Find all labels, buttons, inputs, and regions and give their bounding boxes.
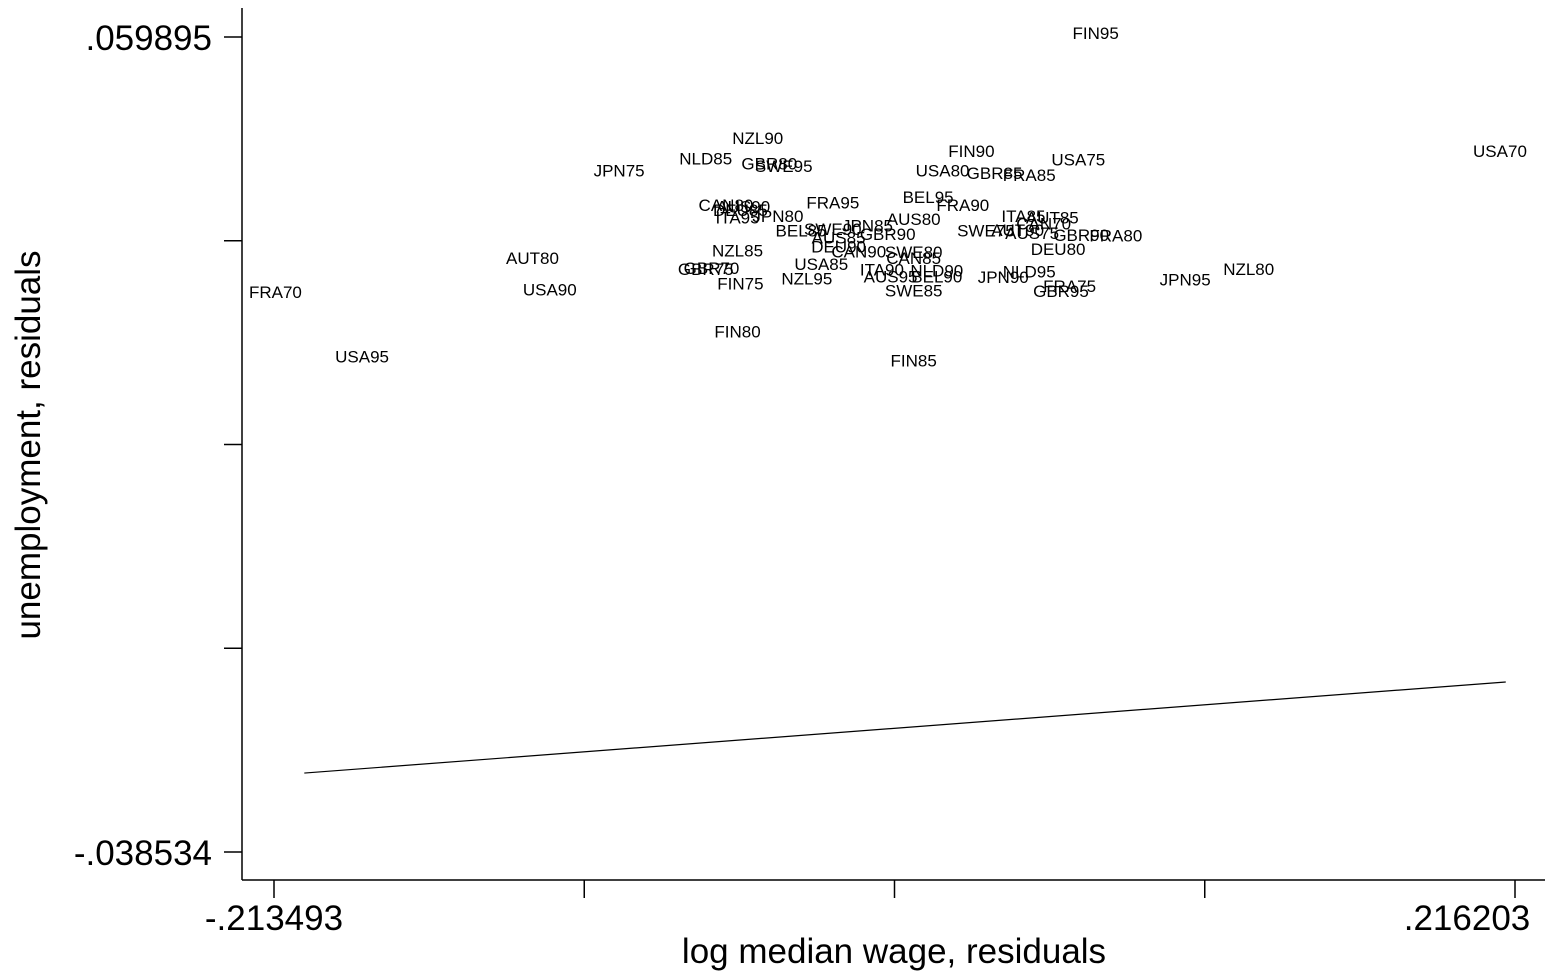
point-label: NZL80 <box>1223 260 1274 279</box>
point-label: GBR70 <box>684 259 740 278</box>
fit-line <box>304 681 1506 774</box>
point-label: NLD85 <box>679 150 732 169</box>
x-axis: -.213493 .216203 <box>205 879 1545 938</box>
point-label: GBR90 <box>1053 226 1109 245</box>
point-label: JPN75 <box>594 161 645 180</box>
point-label: JPN80 <box>752 207 803 226</box>
point-label: GBR95 <box>1033 282 1089 301</box>
point-label: FIN75 <box>717 275 763 294</box>
point-label: AUT85 <box>1026 208 1079 227</box>
point-label: AUS75 <box>1005 224 1059 243</box>
point-label: FRA80 <box>1089 227 1142 246</box>
point-label: NLD95 <box>1003 262 1056 281</box>
point-label: FIN85 <box>891 352 937 371</box>
point-label: FIN80 <box>714 323 760 342</box>
point-label: CAN70 <box>1016 214 1071 233</box>
x-tick-label-max: .216203 <box>1404 899 1531 938</box>
point-label: USA95 <box>335 348 389 367</box>
point-label: SWE95 <box>755 157 813 176</box>
point-label: FIN95 <box>1072 24 1118 43</box>
point-label: JPN95 <box>1160 271 1211 290</box>
point-label: NZL85 <box>712 242 763 261</box>
fit-line-group <box>304 681 1506 774</box>
axis-titles: log median wage, residuals unemployment, … <box>9 250 1106 971</box>
point-label: SWE85 <box>885 281 943 300</box>
point-label: AUS80 <box>887 210 941 229</box>
point-label: AUT90 <box>991 221 1044 240</box>
x-tick-label-min: -.213493 <box>205 899 343 938</box>
point-label: USA85 <box>794 255 848 274</box>
point-label: FRA75 <box>1043 277 1096 296</box>
point-label: BEL95 <box>903 188 954 207</box>
point-label: DEU80 <box>1031 240 1086 259</box>
point-label: NZL90 <box>732 129 783 148</box>
point-label: NZL95 <box>781 270 832 289</box>
y-axis-title: unemployment, residuals <box>9 250 48 639</box>
point-label: FRA95 <box>806 194 859 213</box>
x-axis-title: log median wage, residuals <box>682 932 1106 971</box>
point-label: USA75 <box>1051 151 1105 170</box>
point-label: FRA85 <box>1003 166 1056 185</box>
point-label: GBR90 <box>860 225 916 244</box>
point-label: FIN90 <box>948 142 994 161</box>
point-label: CAN80 <box>699 196 754 215</box>
point-label: ITA85 <box>1001 207 1045 226</box>
point-label: ITA90 <box>860 261 904 280</box>
point-label: JPN90 <box>978 268 1029 287</box>
point-label: USA90 <box>523 281 577 300</box>
point-label: BEL85 <box>776 222 827 241</box>
point-label: SWE75 <box>957 222 1015 241</box>
y-tick-label-min: -.038534 <box>74 834 212 873</box>
point-label: DEU85 <box>713 201 768 220</box>
y-tick-label-max: .059895 <box>85 19 212 58</box>
point-label: DEU90 <box>811 237 866 256</box>
point-label: AUT80 <box>506 249 559 268</box>
point-label: SWE80 <box>885 243 943 262</box>
point-label: CAN90 <box>831 242 886 261</box>
point-label: GBR85 <box>967 164 1023 183</box>
point-label: BEL90 <box>911 267 962 286</box>
point-label: AUS85 <box>812 228 866 247</box>
point-label: GBR80 <box>741 155 797 174</box>
point-label: NLD90 <box>910 261 963 280</box>
point-label: ITA95 <box>715 208 759 227</box>
point-label: USA80 <box>916 161 970 180</box>
point-label: USA70 <box>1473 142 1527 161</box>
y-axis: .059895 -.038534 <box>74 8 243 880</box>
point-label: CAN85 <box>886 249 941 268</box>
point-label: FRA70 <box>249 283 302 302</box>
point-label: AUS90 <box>716 198 770 217</box>
point-label: AUS95 <box>864 267 918 286</box>
points-group: FIN95 USA70 NZL90 FIN90 USA75 NLD85 GBR80SWE95… <box>249 24 1527 371</box>
point-label: FRA90 <box>936 196 989 215</box>
point-label: SWE90 <box>804 220 862 239</box>
point-label: GBR75 <box>678 260 734 279</box>
point-label: JPN85 <box>842 217 893 236</box>
